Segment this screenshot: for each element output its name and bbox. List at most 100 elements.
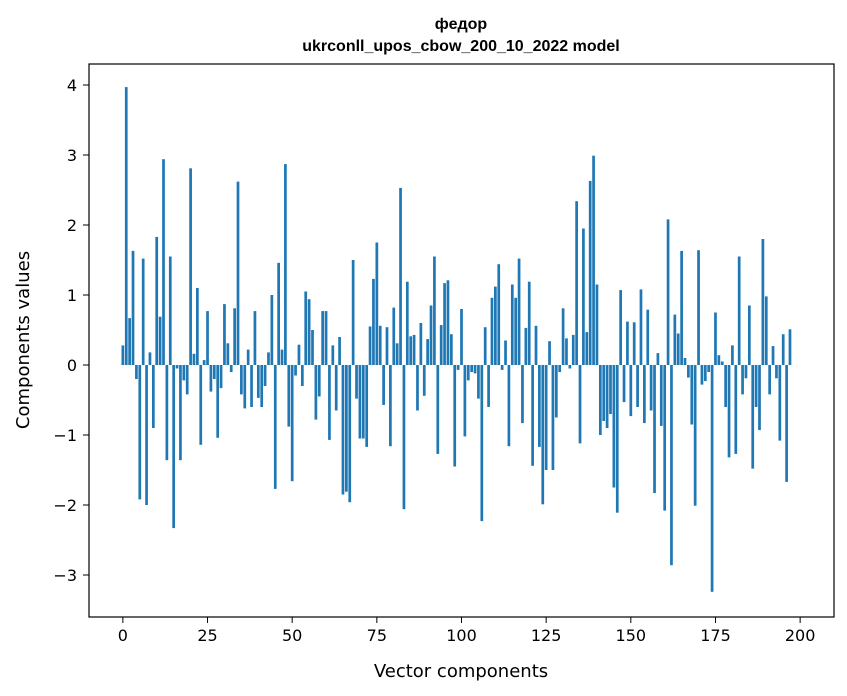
bar-69 [355, 365, 358, 399]
bar-40 [256, 365, 260, 398]
bar-124 [541, 365, 545, 505]
bar-146 [615, 365, 619, 513]
bar-188 [758, 365, 761, 431]
bar-17 [179, 365, 182, 461]
bar-72 [365, 365, 369, 447]
bar-51 [294, 365, 297, 376]
bar-179 [727, 365, 731, 458]
bar-187 [754, 365, 758, 407]
bar-163 [673, 314, 677, 365]
bar-100 [460, 309, 463, 365]
bar-66 [345, 365, 348, 492]
bar-45 [273, 365, 277, 489]
y-tick-label: −3 [53, 566, 77, 585]
bar-65 [341, 365, 345, 495]
bar-14 [168, 256, 172, 365]
bar-36 [243, 365, 247, 409]
bar-195 [781, 334, 785, 365]
bar-59 [321, 311, 325, 365]
bar-189 [761, 239, 765, 365]
x-axis-label: Vector components [374, 661, 548, 682]
x-tick-label: 50 [282, 626, 302, 645]
bar-168 [690, 365, 694, 425]
x-tick-label: 25 [197, 626, 217, 645]
bar-118 [521, 365, 524, 424]
y-tick-label: −2 [53, 496, 77, 515]
bar-96 [446, 280, 450, 365]
bar-115 [510, 284, 514, 365]
bar-127 [551, 365, 555, 470]
bar-71 [361, 365, 365, 439]
bar-139 [592, 155, 595, 365]
bar-9 [151, 365, 155, 428]
bar-155 [646, 309, 650, 365]
bar-150 [629, 365, 633, 417]
bar-149 [626, 321, 629, 365]
x-axis-ticks: 0 25 50 75 100 125 150 175 200 [118, 617, 815, 645]
bar-79 [389, 365, 392, 447]
bar-86 [412, 334, 416, 365]
bar-24 [202, 360, 206, 365]
bar-180 [731, 345, 734, 365]
bar-44 [270, 295, 274, 365]
bar-131 [565, 338, 568, 365]
bar-137 [585, 332, 589, 365]
y-tick-label: 0 [67, 356, 77, 375]
bar-87 [416, 365, 419, 411]
bar-11 [158, 316, 162, 365]
bar-121 [531, 365, 534, 466]
bar-4 [135, 365, 138, 379]
bar-122 [534, 325, 538, 365]
bar-67 [348, 365, 352, 503]
bar-145 [612, 365, 616, 488]
bar-0 [121, 345, 125, 365]
bar-50 [290, 365, 294, 482]
bar-134 [575, 201, 578, 365]
bar-55 [307, 299, 311, 365]
bar-101 [463, 365, 467, 437]
bar-54 [304, 291, 308, 365]
bar-42 [263, 365, 267, 386]
bar-123 [538, 365, 541, 447]
bar-177 [720, 361, 724, 365]
bar-20 [189, 168, 192, 365]
bar-143 [605, 365, 609, 428]
bar-117 [517, 258, 521, 365]
bar-13 [165, 365, 169, 461]
bar-184 [744, 365, 748, 379]
bar-130 [561, 308, 565, 365]
bar-31 [226, 343, 230, 365]
bar-192 [771, 346, 775, 365]
bar-35 [240, 365, 243, 395]
bar-89 [422, 365, 426, 396]
bar-181 [734, 365, 738, 454]
bar-133 [571, 334, 575, 365]
bar-18 [182, 365, 186, 381]
bar-3 [131, 250, 135, 365]
bar-165 [680, 250, 683, 365]
bar-62 [331, 345, 335, 365]
x-tick-label: 75 [367, 626, 387, 645]
bar-138 [588, 180, 592, 365]
bar-34 [236, 181, 240, 365]
bar-97 [449, 334, 453, 365]
bar-164 [676, 333, 680, 365]
bar-43 [267, 352, 270, 365]
y-tick-label: −1 [53, 426, 77, 445]
bar-74 [372, 278, 375, 365]
bar-103 [470, 365, 474, 372]
bar-196 [785, 365, 788, 482]
chart-subtitle: ukrconll_upos_cbow_200_10_2022 model [302, 38, 619, 55]
bar-92 [433, 256, 436, 365]
bar-105 [477, 365, 480, 399]
bar-88 [419, 323, 423, 365]
bar-26 [209, 365, 213, 392]
bar-176 [717, 355, 721, 365]
bar-5 [138, 365, 142, 500]
bar-91 [429, 305, 433, 365]
bar-78 [385, 327, 389, 365]
bar-73 [368, 326, 372, 365]
bar-104 [473, 365, 477, 374]
bar-80 [392, 307, 396, 365]
bar-94 [439, 325, 443, 365]
